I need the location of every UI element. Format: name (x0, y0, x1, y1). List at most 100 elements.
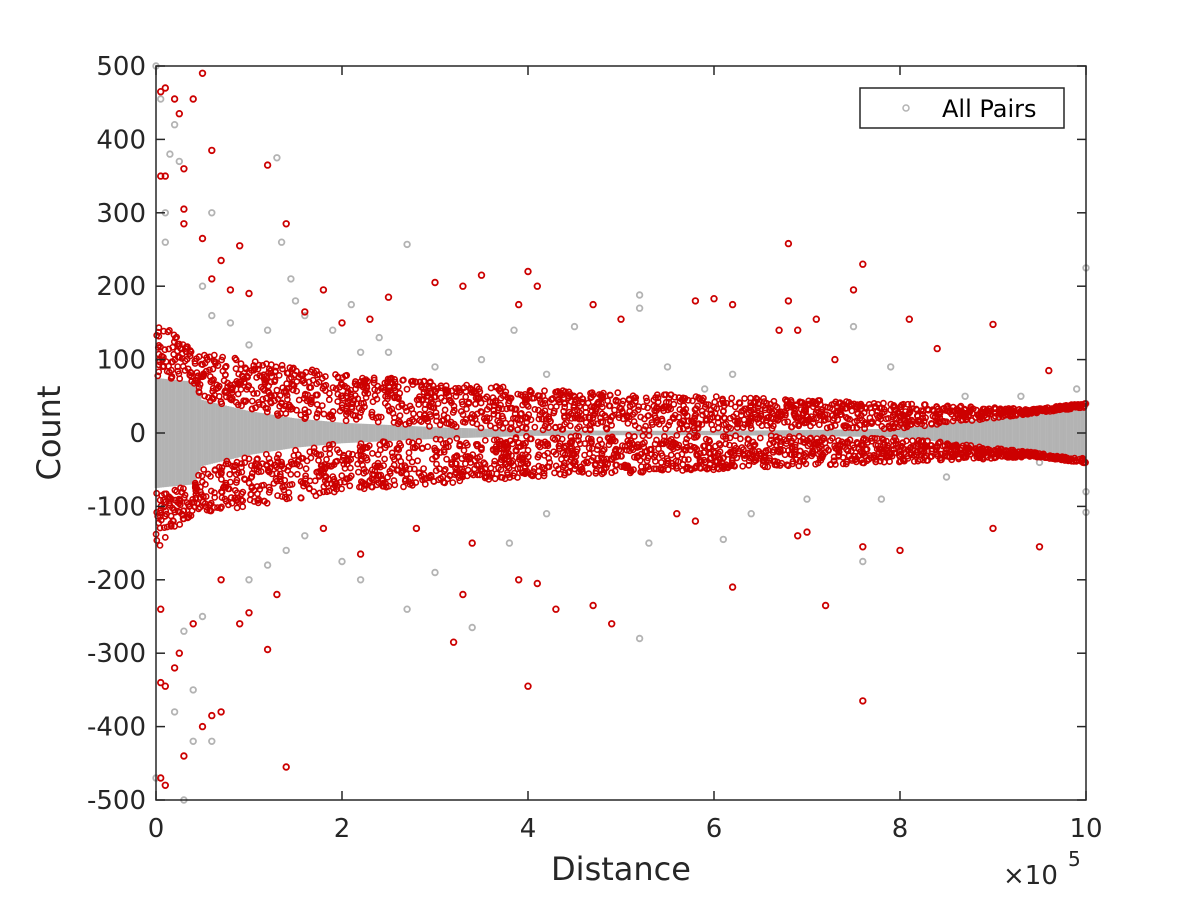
highlighted-point (533, 282, 541, 290)
cloud-point (360, 399, 367, 407)
cloud-point (639, 468, 646, 476)
cloud-point (312, 391, 320, 399)
cloud-point (524, 453, 532, 461)
cloud-point (204, 470, 212, 478)
cloud-point (514, 474, 521, 481)
highlighted-point (180, 165, 188, 173)
cloud-point (806, 416, 814, 423)
cloud-point (256, 485, 264, 493)
cloud-point (228, 396, 236, 404)
highlighted-point (175, 649, 183, 657)
cloud-point (343, 371, 351, 379)
cloud-point (653, 436, 660, 444)
cloud-point (403, 385, 411, 393)
cloud-point (469, 451, 477, 459)
cloud-point (734, 420, 741, 428)
cloud-point (420, 465, 427, 472)
cloud-point (679, 425, 687, 433)
cloud-point (784, 418, 792, 426)
cloud-point (670, 415, 678, 422)
highlighted-point (161, 682, 169, 690)
cloud-point (481, 465, 489, 473)
highlighted-point (905, 315, 913, 323)
cloud-point (183, 343, 191, 350)
cloud-point (272, 367, 279, 375)
cloud-point (701, 442, 709, 450)
highlighted-point (217, 708, 225, 716)
cloud-point (385, 482, 393, 490)
cloud-point (603, 425, 611, 433)
cloud-point (302, 465, 310, 473)
cloud-point (361, 389, 369, 397)
cloud-point (264, 467, 272, 475)
cloud-point (662, 438, 670, 446)
cloud-point (666, 418, 674, 426)
cloud-point (153, 537, 161, 544)
cloud-point (574, 424, 581, 432)
cloud-point (510, 462, 517, 469)
cloud-point (904, 400, 912, 408)
cloud-point (200, 466, 208, 473)
cloud-point (206, 507, 213, 514)
cloud-point (917, 437, 925, 445)
cloud-point (651, 451, 659, 459)
cloud-point (662, 425, 669, 433)
cloud-point (502, 440, 510, 448)
all-pairs-point (208, 311, 216, 320)
cloud-point (460, 446, 468, 454)
cloud-point (792, 402, 800, 410)
cloud-point (834, 416, 842, 424)
cloud-point (405, 419, 413, 427)
cloud-point (773, 403, 781, 411)
cloud-point (160, 524, 168, 531)
cloud-point (368, 408, 376, 416)
highlighted-point (989, 524, 997, 533)
cloud-point (639, 432, 647, 440)
cloud-point (281, 493, 289, 501)
cloud-point (901, 457, 908, 465)
cloud-point (853, 403, 861, 411)
cloud-point (802, 449, 810, 457)
cloud-point (365, 442, 373, 449)
cloud-point (640, 443, 648, 451)
cloud-point (553, 388, 560, 396)
highlighted-point (691, 297, 700, 305)
cloud-point (318, 402, 326, 409)
cloud-point (908, 400, 916, 408)
cloud-point (348, 403, 355, 411)
highlighted-point (161, 781, 169, 789)
cloud-point (390, 477, 398, 484)
cloud-point (726, 434, 734, 442)
all-pairs-point (291, 297, 300, 305)
highlighted-point (156, 605, 165, 613)
all-pairs-point (635, 304, 644, 312)
cloud-point (832, 461, 839, 468)
cloud-point (868, 434, 876, 442)
cloud-point (193, 369, 201, 376)
cloud-point (535, 415, 543, 423)
highlighted-point (189, 620, 197, 628)
cloud-point (210, 357, 218, 365)
cloud-point (592, 469, 600, 477)
cloud-point (163, 523, 171, 531)
cloud-point (276, 470, 284, 478)
cloud-point (507, 394, 515, 402)
cloud-point (278, 493, 286, 500)
cloud-point (535, 451, 543, 459)
cloud-point (472, 400, 479, 408)
cloud-point (658, 452, 666, 460)
all-pairs-point (1072, 385, 1081, 393)
cloud-point (491, 457, 499, 465)
y-tick-label: 500 (96, 52, 146, 82)
cloud-point (248, 366, 255, 374)
cloud-point (644, 463, 652, 471)
cloud-point (379, 438, 387, 446)
cloud-point (265, 365, 273, 373)
cloud-point (393, 445, 401, 453)
cloud-point (410, 465, 418, 473)
cloud-point (816, 412, 824, 420)
highlighted-point (356, 550, 365, 558)
cloud-point (904, 452, 911, 460)
highlighted-point (673, 510, 681, 518)
cloud-point (757, 452, 765, 460)
